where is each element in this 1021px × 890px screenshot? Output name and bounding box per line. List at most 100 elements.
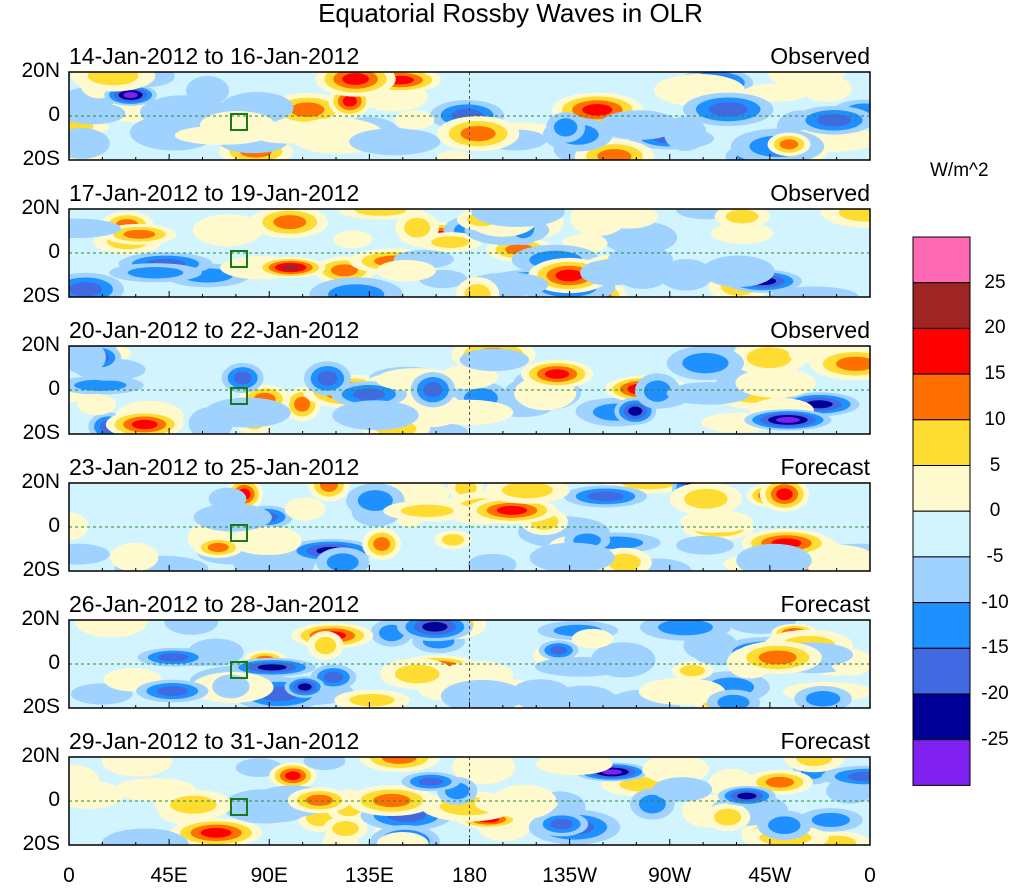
olr-anomaly-blob (156, 686, 188, 696)
colorbar-label: -10 (981, 591, 1009, 613)
olr-anomaly-blob (285, 771, 301, 781)
olr-anomaly-blob (355, 209, 407, 216)
olr-anomaly-blob (394, 110, 435, 130)
panel-4 (69, 483, 870, 571)
olr-anomaly-blob (298, 683, 312, 691)
region-box (230, 387, 248, 405)
colorbar-label: 5 (989, 454, 1001, 476)
olr-anomaly-blob (643, 380, 672, 402)
y-tick-label: 20N (21, 196, 60, 219)
olr-anomaly-blob (170, 795, 217, 814)
olr-anomaly-blob (110, 542, 159, 571)
colorbar-label: 25 (984, 271, 1006, 293)
olr-anomaly-blob (621, 483, 677, 490)
olr-anomaly-blob (186, 76, 230, 106)
olr-anomaly-blob (768, 816, 801, 835)
olr-anomaly-blob (373, 537, 391, 551)
y-tick-label: 20S (22, 832, 60, 855)
colorbar-label: 20 (984, 317, 1006, 339)
olr-anomaly-blob (816, 114, 852, 127)
olr-anomaly-blob (459, 348, 530, 372)
olr-anomaly-blob (580, 259, 640, 286)
olr-anomaly-blob (314, 636, 337, 655)
olr-anomaly-blob (233, 371, 252, 385)
region-box (230, 661, 248, 679)
olr-anomaly-blob (680, 510, 753, 534)
olr-anomaly-blob (779, 139, 799, 150)
colorbar-swatch (912, 510, 971, 558)
y-tick-label: 20N (21, 607, 60, 630)
olr-anomaly-blob (496, 505, 528, 515)
olr-anomaly-blob (257, 664, 287, 671)
olr-anomaly-blob (69, 128, 110, 159)
olr-anomaly-blob (599, 110, 679, 140)
colorbar-label: 10 (984, 408, 1006, 430)
olr-anomaly-blob (735, 368, 816, 398)
olr-anomaly-blob (607, 553, 641, 571)
olr-anomaly-blob (123, 92, 138, 98)
panel-5 (69, 620, 870, 708)
olr-anomaly-blob (441, 534, 465, 546)
colorbar-swatch (912, 282, 971, 329)
colorbar-swatch (912, 236, 971, 284)
region-box (230, 524, 248, 542)
y-tick-label: 20S (22, 421, 60, 444)
x-tick-label: 45W (748, 864, 792, 887)
olr-anomaly-blob (77, 393, 116, 416)
olr-anomaly-blob (796, 757, 833, 767)
olr-anomaly-blob (332, 400, 419, 431)
y-tick-label: 0 (48, 240, 60, 263)
olr-anomaly-blob (373, 793, 411, 808)
olr-anomaly-blob (666, 381, 751, 405)
olr-anomaly-blob (330, 264, 358, 277)
olr-anomaly-blob (381, 757, 417, 764)
region-box (230, 113, 248, 131)
olr-anomaly-blob (742, 83, 809, 102)
olr-anomaly-blob (131, 419, 158, 430)
olr-anomaly-blob (418, 777, 444, 786)
olr-anomaly-blob (333, 230, 373, 249)
olr-anomaly-blob (328, 284, 385, 297)
olr-anomaly-blob (765, 776, 794, 788)
colorbar-swatch (912, 465, 971, 512)
olr-anomaly-blob (101, 828, 189, 845)
y-tick-label: 20N (21, 470, 60, 493)
panel-dates: 26-Jan-2012 to 28-Jan-2012 (69, 591, 360, 617)
olr-anomaly-blob (326, 553, 359, 571)
olr-anomaly-blob (737, 792, 757, 800)
olr-anomaly-blob (193, 503, 272, 532)
olr-anomaly-blob (435, 150, 473, 160)
olr-anomaly-blob (659, 259, 714, 291)
olr-anomaly-blob (492, 784, 557, 820)
olr-anomaly-blob (342, 95, 357, 107)
olr-anomaly-blob (250, 121, 322, 144)
olr-anomaly-blob (682, 352, 729, 374)
panel-dates: 17-Jan-2012 to 19-Jan-2012 (69, 180, 360, 206)
olr-anomaly-blob (805, 400, 833, 409)
olr-anomaly-blob (244, 526, 302, 555)
olr-anomaly-blob (658, 620, 713, 636)
olr-anomaly-blob (74, 379, 127, 391)
olr-anomaly-blob (545, 369, 570, 379)
olr-anomaly-blob (69, 218, 121, 239)
olr-anomaly-blob (192, 214, 263, 247)
olr-anomaly-blob (394, 664, 440, 684)
olr-anomaly-blob (628, 406, 643, 416)
panel-status: Forecast (780, 591, 870, 617)
olr-anomaly-blob (510, 679, 572, 708)
olr-anomaly-blob (212, 674, 250, 699)
olr-anomaly-blob (534, 656, 626, 677)
olr-anomaly-blob (679, 665, 705, 677)
panel-dates: 14-Jan-2012 to 16-Jan-2012 (69, 43, 360, 69)
y-tick-label: 0 (48, 103, 60, 126)
y-tick-label: 20S (22, 558, 60, 581)
y-tick-label: 20N (21, 59, 60, 82)
olr-anomaly-blob (69, 102, 126, 125)
olr-anomaly-blob (676, 535, 734, 555)
y-tick-label: 0 (48, 788, 60, 811)
olr-anomaly-blob (638, 794, 666, 814)
colorbar-label: -25 (981, 728, 1009, 750)
olr-anomaly-blob (294, 396, 311, 412)
colorbar-label: 0 (989, 500, 1001, 522)
olr-anomaly-blob (684, 488, 728, 509)
